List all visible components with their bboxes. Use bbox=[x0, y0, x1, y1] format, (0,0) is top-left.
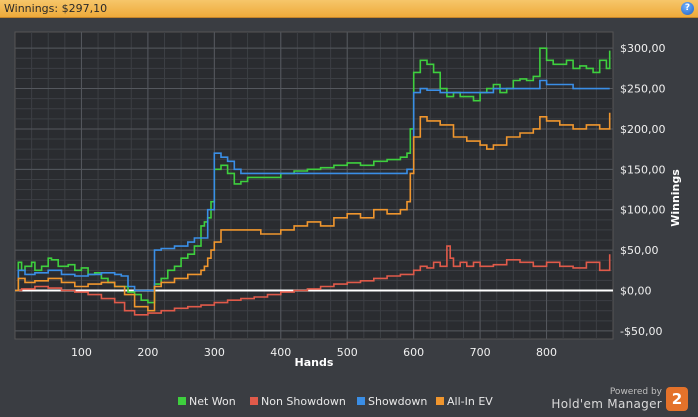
x-tick-labels: 100 200 300 400 500 600 700 800 bbox=[71, 346, 557, 359]
legend-label: All-In EV bbox=[447, 395, 493, 408]
x-tick-label: 800 bbox=[536, 346, 557, 359]
y-tick-label: $250,00 bbox=[620, 83, 666, 96]
legend-item[interactable]: Net Won bbox=[178, 395, 236, 408]
series-line-all-in-ev bbox=[15, 112, 611, 312]
grid bbox=[15, 32, 613, 339]
y-tick-label: $100,00 bbox=[620, 204, 666, 217]
winnings-title: Winnings: $297,10 bbox=[4, 2, 108, 15]
x-tick-label: 400 bbox=[270, 346, 291, 359]
legend-label: Non Showdown bbox=[261, 395, 346, 408]
legend-item[interactable]: Non Showdown bbox=[250, 395, 346, 408]
y-tick-label: -$50,00 bbox=[620, 325, 662, 338]
x-tick-label: 100 bbox=[71, 346, 92, 359]
x-tick-label: 500 bbox=[337, 346, 358, 359]
legend-swatch bbox=[250, 397, 258, 405]
window-header: Winnings: $297,10 ? bbox=[0, 0, 698, 18]
legend: Net Won Non Showdown Showdown All-In EV bbox=[178, 395, 493, 408]
series-line-showdown bbox=[15, 79, 610, 292]
hm2-logo-icon: 2 bbox=[666, 387, 688, 411]
powered-by-text: Powered by bbox=[609, 387, 662, 397]
winnings-chart: 100 200 300 400 500 600 700 800 $300,00$250,00$… bbox=[14, 31, 682, 408]
series-lines bbox=[15, 47, 611, 316]
legend-swatch bbox=[357, 397, 365, 405]
y-tick-label: $300,00 bbox=[620, 42, 666, 55]
legend-label: Net Won bbox=[189, 395, 236, 408]
x-tick-label: 700 bbox=[470, 346, 491, 359]
y-tick-label: $50,00 bbox=[620, 244, 659, 257]
legend-item[interactable]: All-In EV bbox=[436, 395, 493, 408]
y-axis-label: Winnings bbox=[669, 169, 682, 227]
legend-label: Showdown bbox=[368, 395, 427, 408]
legend-item[interactable]: Showdown bbox=[357, 395, 427, 408]
y-tick-label: $0,00 bbox=[620, 285, 652, 298]
brand-name: Hold'em Manager bbox=[551, 397, 662, 411]
x-axis-label: Hands bbox=[295, 356, 334, 369]
x-tick-label: 200 bbox=[137, 346, 158, 359]
legend-swatch bbox=[436, 397, 444, 405]
y-tick-label: $200,00 bbox=[620, 123, 666, 136]
help-icon[interactable]: ? bbox=[681, 2, 694, 15]
x-tick-label: 300 bbox=[204, 346, 225, 359]
y-tick-label: $150,00 bbox=[620, 163, 666, 176]
x-tick-label: 600 bbox=[403, 346, 424, 359]
legend-swatch bbox=[178, 397, 186, 405]
brand: Powered by Hold'em Manager bbox=[551, 387, 662, 411]
series-line-non-showdown bbox=[15, 245, 611, 316]
y-tick-labels: $300,00 $250,00 $200,00 $150,00 $100,00 $50,0… bbox=[620, 42, 666, 338]
